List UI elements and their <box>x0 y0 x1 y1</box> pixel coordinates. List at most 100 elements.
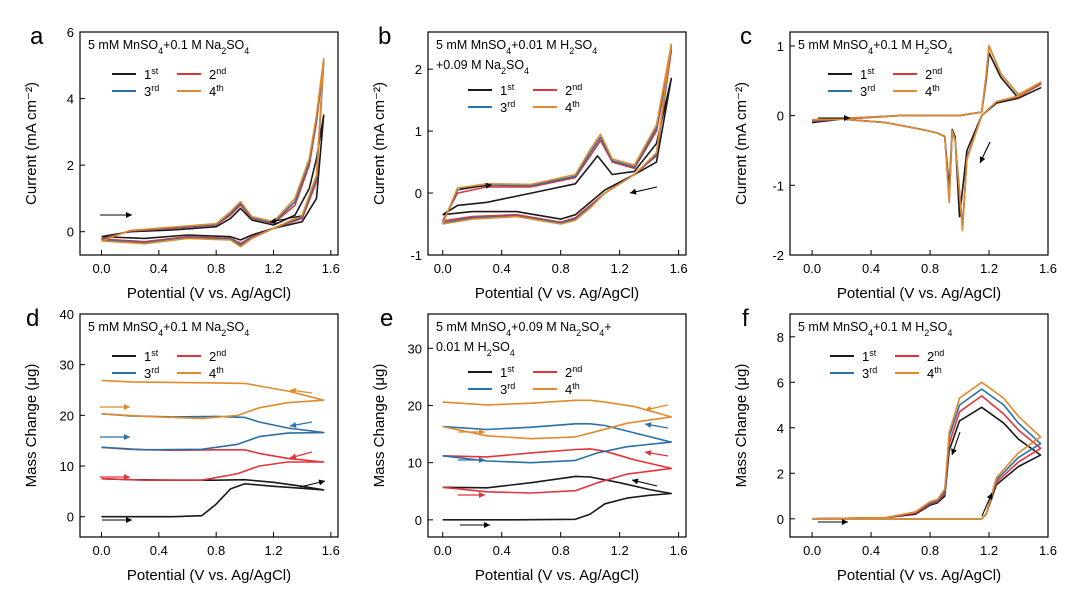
legend-label: 2nd <box>209 66 226 82</box>
legend-item: 3rd <box>112 83 159 99</box>
legend-superscript: rd <box>151 365 159 375</box>
legend-item: 4th <box>177 365 224 381</box>
legend-label: 4th <box>209 83 224 99</box>
y-tick-label: 10 <box>60 459 74 474</box>
series-line-4th <box>101 57 325 248</box>
title-text: +0.09 M Na <box>511 320 576 334</box>
y-tick-label: 30 <box>408 341 422 356</box>
title-subscript: 4 <box>506 46 511 56</box>
title-text: 5 mM MnSO <box>436 38 506 52</box>
title-text: SO <box>929 320 947 334</box>
legend-superscript: nd <box>216 66 226 76</box>
x-tick-label: 1.6 <box>322 543 340 558</box>
legend-label: 1st <box>500 364 515 380</box>
title-subscript: 4 <box>592 46 597 56</box>
legend-label: 2nd <box>565 82 582 98</box>
direction-arrow <box>979 141 991 164</box>
chart-title: 5 mM MnSO4+0.1 M Na2SO4 <box>88 38 249 56</box>
x-tick-label: 1.2 <box>611 261 629 276</box>
panel-b: b 0.0 0.4 0.8 1.2 1.6 -1 0 1 2 Potential (V vs. Ag… <box>371 23 688 302</box>
legend-number: 4 <box>925 84 932 99</box>
x-tick-label: 0.8 <box>921 261 939 276</box>
y-tick-label: 4 <box>67 92 74 107</box>
direction-arrow <box>818 519 848 525</box>
chart-title: 5 mM MnSO4+0.09 M Na2SO4+ <box>436 320 612 338</box>
x-tick-label: 0.0 <box>92 261 110 276</box>
series-line-3rd <box>101 413 325 451</box>
title-subscript: 2 <box>221 46 226 56</box>
legend-superscript: th <box>572 99 580 109</box>
plot-frame <box>427 31 687 256</box>
legend-item: 3rd <box>468 99 515 115</box>
direction-arrow <box>100 212 132 218</box>
legend-number: 2 <box>565 83 572 98</box>
scan-arrow-3rd <box>644 422 669 429</box>
y-tick-label: 10 <box>408 456 422 471</box>
x-tick-label: 0.0 <box>434 543 452 558</box>
series-line-1st <box>442 475 673 521</box>
direction-arrow <box>629 186 658 195</box>
scan-arrow-2nd <box>644 450 669 457</box>
series-line-3rd <box>441 46 673 224</box>
y-tick-label: 8 <box>777 330 784 345</box>
legend-superscript: th <box>934 365 942 375</box>
x-tick-label: 0.0 <box>92 543 110 558</box>
legend-superscript: st <box>869 348 877 358</box>
panel-label: a <box>30 23 44 50</box>
x-tick-label: 0.8 <box>921 543 939 558</box>
y-tick-label: 1 <box>777 39 784 54</box>
y-axis-label: Current (mA cm⁻²) <box>733 82 750 205</box>
y-tick-label: 0 <box>67 510 74 525</box>
plot-frame <box>79 313 339 538</box>
y-tick-label: 6 <box>777 375 784 390</box>
x-tick-label: 0.4 <box>493 261 511 276</box>
series-line-1st <box>101 477 325 518</box>
x-tick-label: 0.8 <box>552 543 570 558</box>
y-tick-label: -2 <box>772 248 784 263</box>
legend-number: 4 <box>927 366 934 381</box>
y-tick-label: 4 <box>777 421 784 436</box>
legend-number: 3 <box>500 100 507 115</box>
scan-arrow-2nd <box>289 451 313 460</box>
direction-arrow <box>981 492 993 517</box>
legend-item: 3rd <box>830 365 877 381</box>
title-text: SO <box>506 58 524 72</box>
legend-label: 1st <box>860 66 875 82</box>
title-text: SO <box>581 320 599 334</box>
scan-arrow-4th <box>458 429 485 435</box>
direction-arrow <box>818 115 850 121</box>
legend-item: 2nd <box>177 348 226 364</box>
legend-item: 1st <box>468 82 515 98</box>
legend: 1st 2nd 3rd 4th <box>468 364 582 397</box>
scan-arrow-2nd <box>100 474 130 480</box>
x-tick-label: 1.6 <box>1039 261 1057 276</box>
x-tick-label: 0.8 <box>207 261 225 276</box>
x-tick-label: 0.0 <box>803 543 821 558</box>
y-tick-label: 6 <box>67 25 74 40</box>
legend-superscript: rd <box>869 365 877 375</box>
panel-d: d 0.0 0.4 0.8 1.2 1.6 0 10 20 30 40 Potential (V vs… <box>23 305 340 584</box>
legend-number: 1 <box>500 83 507 98</box>
legend-label: 4th <box>565 381 580 397</box>
legend-label: 4th <box>209 365 224 381</box>
legend-number: 2 <box>925 67 932 82</box>
legend-item: 3rd <box>468 381 515 397</box>
title-subscript: 4 <box>868 328 873 338</box>
legend-item: 4th <box>533 381 580 397</box>
series-line-2nd <box>442 448 673 494</box>
panel-a: a 0.0 0.4 0.8 1.2 1.6 0 2 4 6 Potential (V vs. Ag/… <box>23 23 340 302</box>
scan-arrow-3rd <box>100 434 130 440</box>
title-subscript: 4 <box>158 328 163 338</box>
panel-label: e <box>380 305 393 332</box>
y-tick-label: 2 <box>67 158 74 173</box>
legend: 1st 2nd 3rd 4th <box>112 66 226 99</box>
legend-number: 3 <box>500 382 507 397</box>
legend-number: 4 <box>209 366 216 381</box>
title-text: SO <box>226 38 244 52</box>
direction-arrow <box>631 478 658 487</box>
x-tick-label: 0.0 <box>434 261 452 276</box>
legend-superscript: st <box>867 66 875 76</box>
series-line-4th <box>101 379 325 420</box>
panel-label: d <box>26 305 39 332</box>
legend-superscript: st <box>151 348 159 358</box>
